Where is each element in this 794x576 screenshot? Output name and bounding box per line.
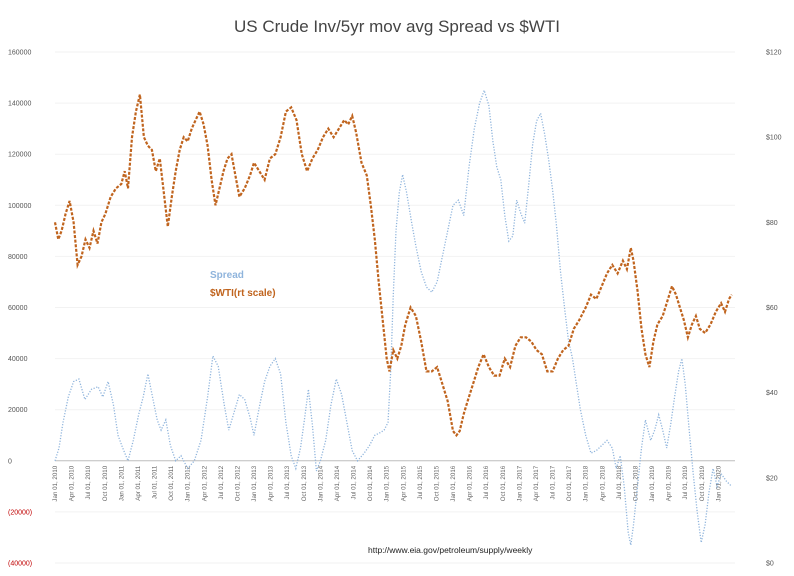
- x-tick-label: Jul 01, 2013: [284, 465, 291, 499]
- wti-series-line: [53, 94, 733, 438]
- left-tick-label: (40000): [8, 561, 32, 568]
- x-tick-label: Jan 01, 2018: [583, 465, 590, 501]
- spread-series-line: [54, 88, 733, 546]
- x-tick-label: Jan 01, 2015: [384, 465, 391, 501]
- x-tick-label: Jul 01, 2019: [682, 465, 689, 499]
- x-tick-label: Jan 01, 2014: [317, 465, 324, 501]
- left-tick-label: 20000: [8, 407, 28, 414]
- x-tick-label: Apr 01, 2018: [599, 465, 606, 501]
- x-tick-label: Oct 01, 2013: [301, 465, 308, 501]
- left-axis: (40000) (20000) 0 20000 40000 60000 80000 10000…: [8, 50, 32, 568]
- x-tick-label: Oct 01, 2011: [168, 465, 175, 501]
- x-tick-label: Jul 01, 2017: [550, 465, 557, 499]
- x-tick-label: Apr 01, 2016: [467, 465, 474, 501]
- right-tick-label: $60: [766, 305, 778, 312]
- x-tick-label: Jan 01, 2019: [649, 465, 656, 501]
- x-tick-label: Jan 01, 2011: [118, 465, 125, 501]
- x-tick-label: Apr 01, 2017: [533, 465, 540, 501]
- x-axis: Jan 01, 2010 Apr 01, 2010 Jul 01, 2010 Oct …: [52, 465, 722, 501]
- right-tick-label: $80: [766, 220, 778, 227]
- right-tick-label: $120: [766, 50, 782, 57]
- x-tick-label: Apr 01, 2011: [135, 465, 142, 501]
- left-tick-label: 60000: [8, 305, 28, 312]
- x-tick-label: Jul 01, 2015: [417, 465, 424, 499]
- x-tick-label: Oct 01, 2015: [433, 465, 440, 501]
- x-tick-label: Apr 01, 2013: [268, 465, 275, 501]
- x-tick-label: Jul 01, 2012: [218, 465, 225, 499]
- right-tick-label: $20: [766, 475, 778, 482]
- left-tick-label: 160000: [8, 50, 31, 57]
- x-tick-label: Oct 01, 2012: [234, 465, 241, 501]
- x-tick-label: Jul 01, 2014: [351, 465, 358, 499]
- chart-title: US Crude Inv/5yr mov avg Spread vs $WTI: [234, 17, 560, 36]
- x-tick-label: Jul 01, 2018: [616, 465, 623, 499]
- x-tick-label: Apr 01, 2015: [400, 465, 407, 501]
- x-tick-label: Jan 01, 2017: [516, 465, 523, 501]
- source-note: http://www.eia.gov/petroleum/supply/week…: [368, 545, 533, 555]
- right-axis: $0 $20 $40 $60 $80 $100 $120: [766, 50, 782, 568]
- x-tick-label: Jan 01, 2020: [715, 465, 722, 501]
- right-tick-label: $40: [766, 390, 778, 397]
- x-tick-label: Jul 01, 2011: [152, 465, 159, 499]
- x-tick-label: Oct 01, 2014: [367, 465, 374, 501]
- x-tick-label: Oct 01, 2010: [102, 465, 109, 501]
- legend-wti-label: $WTI(rt scale): [210, 288, 276, 299]
- x-tick-label: Jan 01, 2010: [52, 465, 59, 501]
- x-tick-label: Jul 01, 2010: [85, 465, 92, 499]
- right-tick-label: $100: [766, 135, 782, 142]
- left-tick-label: 80000: [8, 254, 28, 261]
- x-tick-label: Jul 01, 2016: [483, 465, 490, 499]
- x-tick-label: Apr 01, 2010: [69, 465, 76, 501]
- left-tick-label: (20000): [8, 509, 32, 516]
- left-tick-label: 120000: [8, 152, 31, 159]
- left-tick-label: 100000: [8, 203, 31, 210]
- legend-spread-label: Spread: [210, 270, 244, 281]
- x-tick-label: Jan 01, 2013: [251, 465, 258, 501]
- x-tick-label: Oct 01, 2016: [500, 465, 507, 501]
- x-tick-label: Jan 01, 2012: [185, 465, 192, 501]
- x-tick-label: Apr 01, 2014: [334, 465, 341, 501]
- x-tick-label: Apr 01, 2019: [666, 465, 673, 501]
- x-tick-label: Oct 01, 2017: [566, 465, 573, 501]
- right-tick-label: $0: [766, 561, 774, 568]
- left-tick-label: 0: [8, 458, 12, 465]
- x-tick-label: Apr 01, 2012: [201, 465, 208, 501]
- x-tick-label: Jan 01, 2016: [450, 465, 457, 501]
- legend: Spread $WTI(rt scale): [210, 270, 276, 299]
- left-tick-label: 40000: [8, 356, 28, 363]
- x-tick-label: Oct 01, 2018: [632, 465, 639, 501]
- left-tick-label: 140000: [8, 101, 31, 108]
- x-tick-label: Oct 01, 2019: [699, 465, 706, 501]
